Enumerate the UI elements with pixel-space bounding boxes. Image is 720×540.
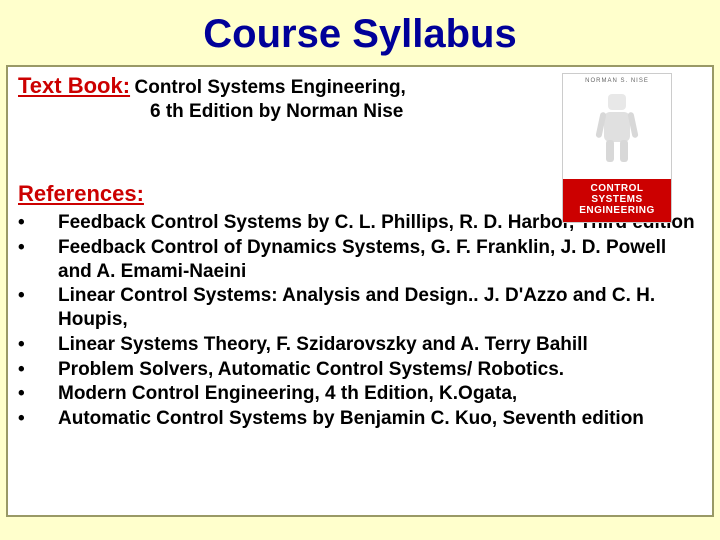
list-item: •Problem Solvers, Automatic Control Syst… — [18, 358, 702, 382]
references-list: •Feedback Control Systems by C. L. Phill… — [18, 211, 702, 431]
cover-line3: ENGINEERING — [565, 205, 669, 216]
textbook-label: Text Book: — [18, 73, 130, 98]
cover-author: NORMAN S. NISE — [585, 78, 649, 84]
cover-title-block: CONTROL SYSTEMS ENGINEERING — [563, 179, 671, 222]
page-title: Course Syllabus — [0, 0, 720, 65]
list-item: •Feedback Control of Dynamics Systems, G… — [18, 236, 702, 284]
bullet-icon: • — [18, 333, 58, 357]
book-cover: NORMAN S. NISE CONTROL SYSTEMS ENGINEERI… — [562, 73, 672, 223]
reference-text: Automatic Control Systems by Benjamin C.… — [58, 407, 702, 431]
reference-text: Linear Systems Theory, F. Szidarovszky a… — [58, 333, 702, 357]
bullet-icon: • — [18, 407, 58, 431]
reference-text: Problem Solvers, Automatic Control Syste… — [58, 358, 702, 382]
cover-line1: CONTROL — [565, 183, 669, 194]
list-item: •Automatic Control Systems by Benjamin C… — [18, 407, 702, 431]
bullet-icon: • — [18, 382, 58, 406]
list-item: •Modern Control Engineering, 4 th Editio… — [18, 382, 702, 406]
list-item: •Linear Control Systems: Analysis and De… — [18, 284, 702, 332]
reference-text: Feedback Control of Dynamics Systems, G.… — [58, 236, 702, 284]
cover-line2: SYSTEMS — [565, 194, 669, 205]
content-box: Text Book: Control Systems Engineering, … — [6, 65, 714, 517]
bullet-icon: • — [18, 358, 58, 382]
bullet-icon: • — [18, 284, 58, 332]
reference-text: Modern Control Engineering, 4 th Edition… — [58, 382, 702, 406]
bullet-icon: • — [18, 236, 58, 284]
bullet-icon: • — [18, 211, 58, 235]
reference-text: Linear Control Systems: Analysis and Des… — [58, 284, 702, 332]
list-item: •Linear Systems Theory, F. Szidarovszky … — [18, 333, 702, 357]
robot-icon — [592, 94, 642, 164]
textbook-title: Control Systems Engineering, — [135, 77, 406, 98]
